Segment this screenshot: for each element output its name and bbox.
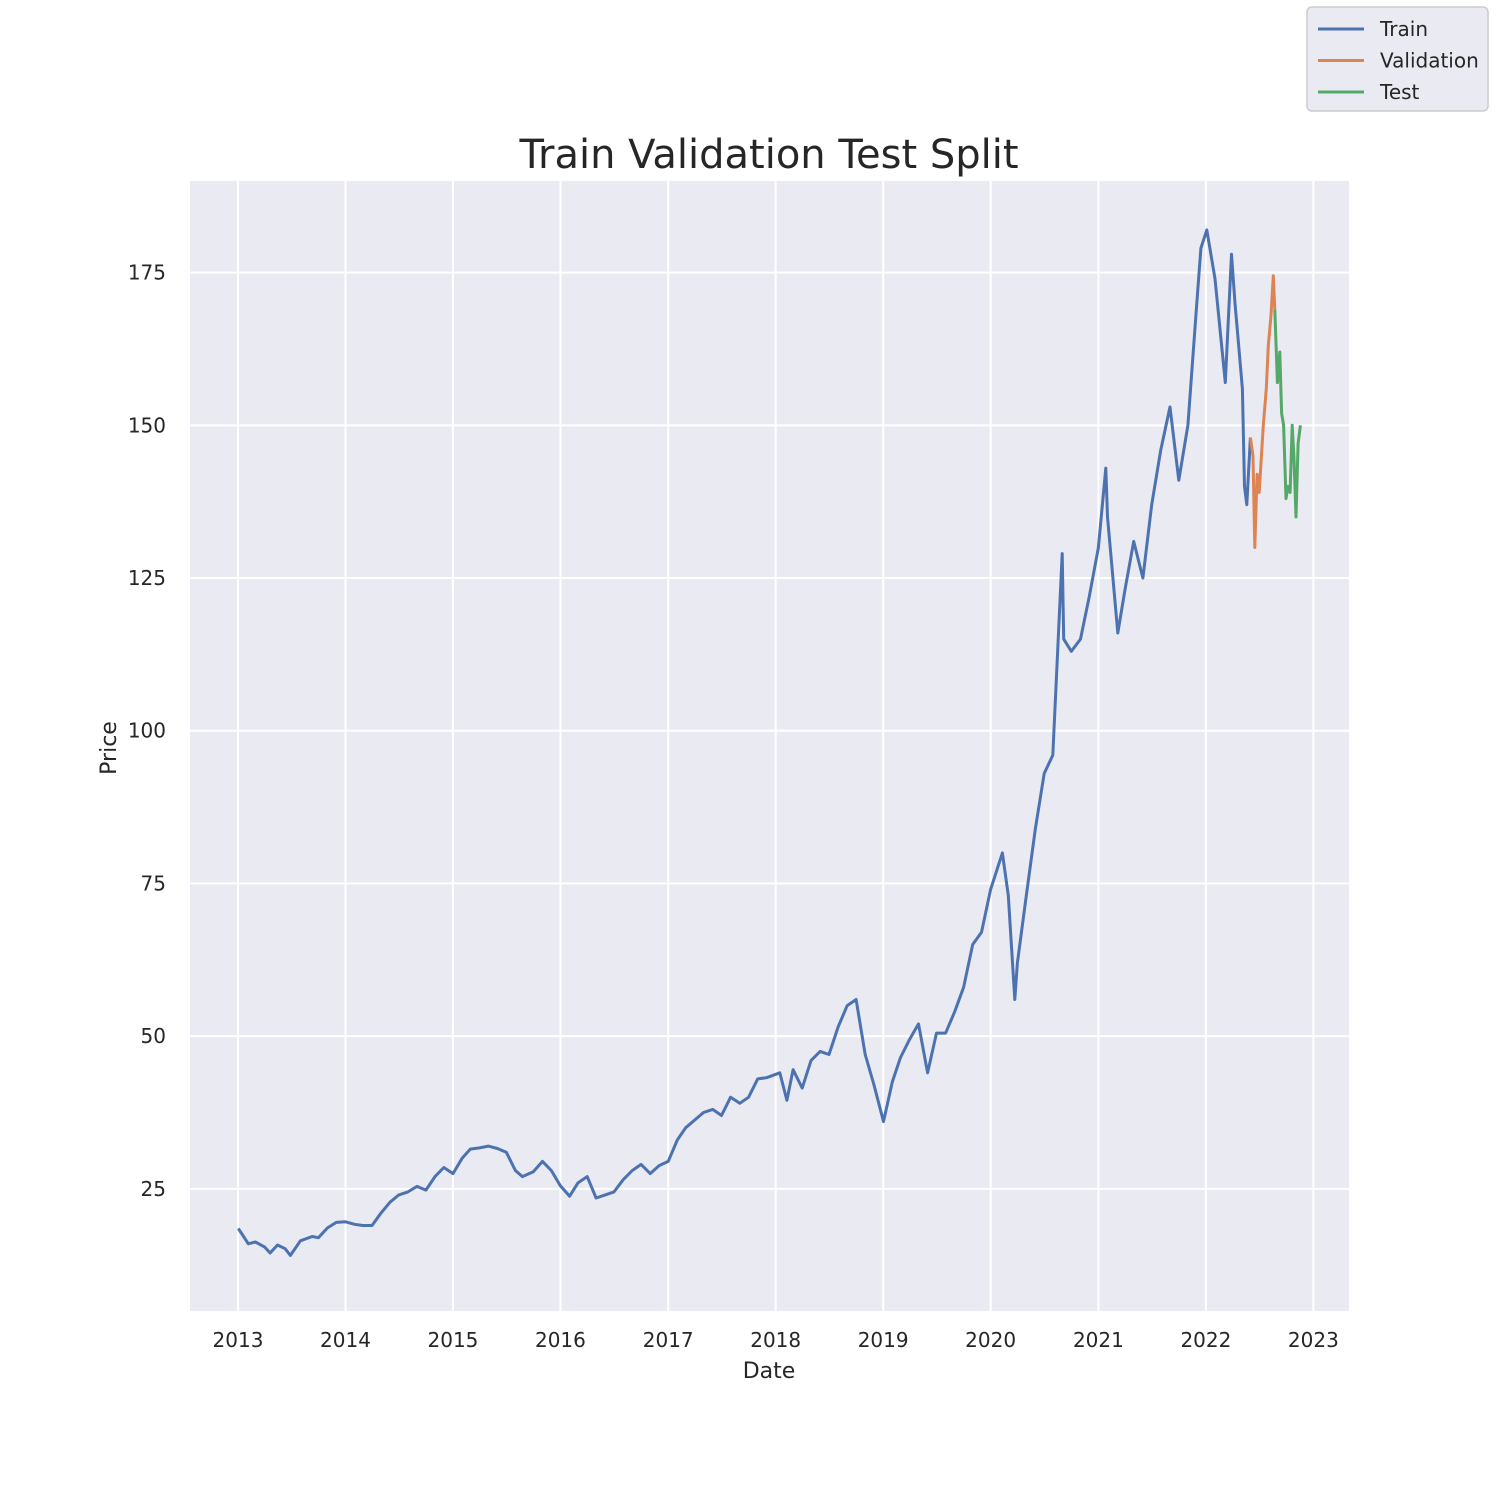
x-tick-label: 2013 [213, 1328, 264, 1352]
series-line-train [237, 228, 1252, 1257]
x-tick-labels: 2013 2014 2015 2016 2017 2018 2019 2020 2021 2022… [213, 1328, 1339, 1352]
x-tick-label: 2018 [750, 1328, 801, 1352]
x-tick-label: 2016 [535, 1328, 586, 1352]
y-tick-label: 50 [141, 1024, 166, 1048]
x-tick-label: 2021 [1073, 1328, 1124, 1352]
x-axis-label: Date [743, 1359, 796, 1384]
y-tick-label: 25 [141, 1177, 166, 1201]
x-tick-label: 2019 [858, 1328, 909, 1352]
y-tick-label: 175 [128, 261, 166, 285]
x-tick-label: 2014 [320, 1328, 371, 1352]
series-line-test [1273, 309, 1302, 519]
legend-label-validation: Validation [1380, 49, 1479, 73]
y-tick-labels: 25 50 75 100 125 150 175 [128, 261, 166, 1201]
x-tick-label: 2015 [428, 1328, 479, 1352]
x-tick-label: 2017 [643, 1328, 694, 1352]
chart-title: Train Validation Test Split [518, 132, 1018, 178]
legend-label-test: Test [1379, 80, 1420, 104]
y-axis-label: Price [97, 721, 122, 775]
grid [190, 181, 1349, 1311]
x-tick-label: 2022 [1180, 1328, 1231, 1352]
x-tick-label: 2020 [965, 1328, 1016, 1352]
legend: Train Validation Test [1306, 6, 1489, 112]
legend-label-train: Train [1379, 17, 1428, 41]
series-layer [237, 228, 1302, 1257]
y-tick-label: 75 [141, 871, 166, 895]
y-tick-label: 100 [128, 719, 166, 743]
legend-box [1306, 6, 1489, 112]
series-line-validation [1248, 274, 1277, 549]
x-tick-label: 2023 [1288, 1328, 1339, 1352]
y-tick-label: 150 [128, 413, 166, 437]
plot-area [190, 181, 1349, 1311]
y-tick-label: 125 [128, 566, 166, 590]
